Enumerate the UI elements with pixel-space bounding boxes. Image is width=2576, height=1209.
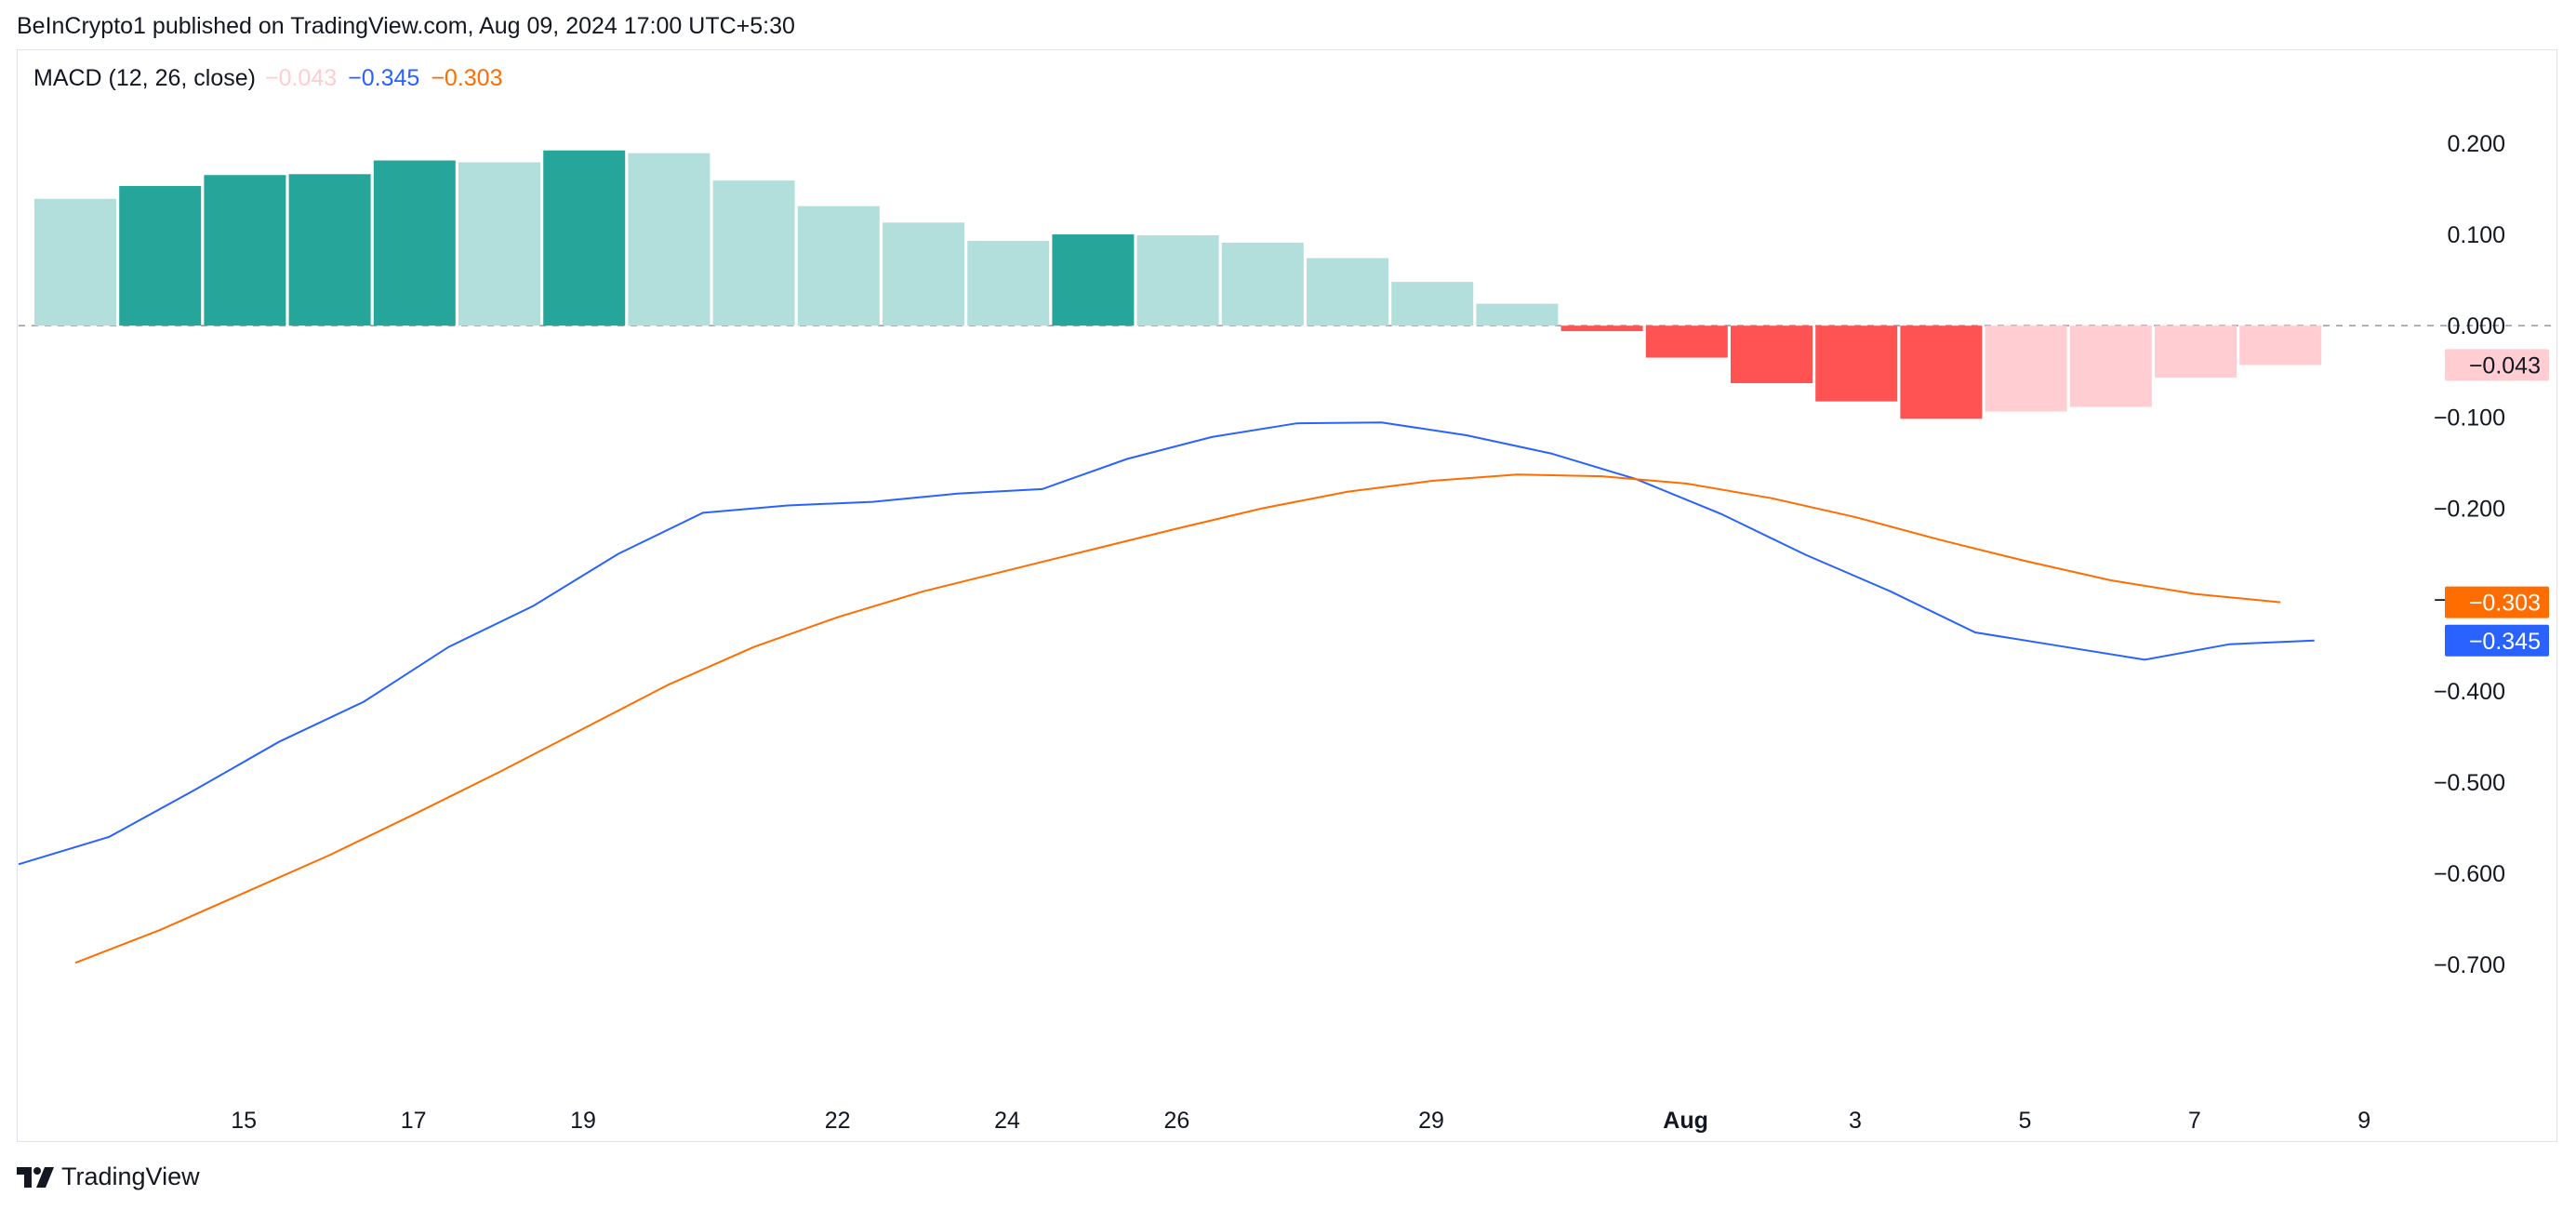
last-value-badge — [2445, 349, 2549, 381]
x-tick-label: 9 — [2357, 1108, 2370, 1134]
y-tick-label: −0.400 — [2434, 679, 2505, 705]
histogram-bar — [1645, 326, 1728, 358]
chart-pane[interactable] — [17, 49, 2557, 1142]
tradingview-logo[interactable]: TradingView — [17, 1162, 200, 1191]
y-tick-label: −0.100 — [2434, 405, 2505, 431]
indicator-legend[interactable]: MACD (12, 26, close) −0.043 −0.345 −0.303 — [33, 65, 511, 92]
x-tick-label: 7 — [2188, 1108, 2201, 1134]
signal-line — [74, 473, 2281, 964]
histogram-bar — [543, 150, 626, 326]
histogram-group — [34, 150, 2322, 419]
x-tick-label: 19 — [570, 1108, 596, 1134]
histogram-bar — [967, 240, 1050, 326]
x-tick-label: 5 — [2018, 1108, 2031, 1134]
histogram-bar — [1815, 326, 1898, 402]
footer-brand: TradingView — [61, 1162, 200, 1190]
x-tick-label: 26 — [1163, 1108, 1189, 1134]
histogram-bar — [1136, 235, 1219, 326]
lines-group — [18, 421, 2315, 964]
legend-macd-value: −0.345 — [348, 65, 420, 91]
last-value-text: −0.303 — [2469, 591, 2541, 617]
histogram-bar — [1731, 326, 1812, 384]
x-tick-label: 3 — [1849, 1108, 1862, 1134]
histogram-bar — [1560, 326, 1643, 332]
histogram-bar — [373, 160, 456, 326]
last-value-text: −0.345 — [2469, 629, 2541, 655]
last-value-badge — [2445, 586, 2549, 618]
y-tick-label: 0.100 — [2447, 222, 2505, 248]
last-value-badge — [2445, 624, 2549, 657]
histogram-bar — [712, 180, 795, 326]
last-value-labels: −0.043 −0.303 −0.345 — [2445, 349, 2549, 657]
last-value-text: −0.043 — [2469, 352, 2541, 379]
histogram-bar — [797, 206, 880, 326]
histogram-bar — [119, 186, 202, 326]
histogram-bar — [204, 175, 286, 326]
histogram-bar — [2069, 326, 2152, 407]
x-tick-label: 22 — [825, 1108, 851, 1134]
y-tick-label: −0.500 — [2434, 770, 2505, 796]
x-tick-label: 17 — [401, 1108, 427, 1134]
y-tick-label: 0.200 — [2447, 131, 2505, 157]
histogram-bar — [1221, 242, 1304, 326]
x-tick-label: 15 — [231, 1108, 257, 1134]
y-tick-label: 0.000 — [2447, 313, 2505, 339]
histogram-bar — [1476, 303, 1559, 326]
histogram-bar — [458, 162, 540, 326]
legend-signal-value: −0.303 — [431, 65, 503, 91]
histogram-bar — [628, 153, 710, 326]
legend-title[interactable]: MACD (12, 26, close) — [33, 65, 256, 91]
legend-hist-value: −0.043 — [264, 65, 338, 91]
histogram-bar — [1391, 282, 1474, 326]
histogram-bar — [2239, 326, 2322, 365]
x-tick-label: 29 — [1418, 1108, 1444, 1134]
histogram-bar — [1307, 258, 1388, 326]
histogram-bar — [1985, 326, 2067, 412]
tradingview-logo-icon — [17, 1166, 54, 1188]
x-axis: 15 17 19 22 24 26 29 Aug 3 5 7 9 — [231, 1108, 2370, 1134]
macd-line — [18, 421, 2315, 866]
x-tick-label: Aug — [1663, 1108, 1708, 1134]
y-axis: 0.2000.1000.000−0.100−0.200−0.300−0.400−… — [2434, 131, 2505, 978]
histogram-bar — [288, 174, 371, 326]
y-tick-label: −0.600 — [2434, 861, 2505, 887]
histogram-bar — [2155, 326, 2237, 379]
histogram-bar — [1052, 234, 1135, 326]
histogram-bar — [883, 222, 964, 326]
y-tick-label: −0.700 — [2434, 952, 2505, 978]
publish-info: BeInCrypto1 published on TradingView.com… — [17, 13, 795, 39]
y-tick-label: −0.200 — [2434, 496, 2505, 522]
histogram-bar — [34, 198, 116, 326]
x-tick-label: 24 — [994, 1108, 1020, 1134]
histogram-bar — [1900, 326, 1983, 419]
